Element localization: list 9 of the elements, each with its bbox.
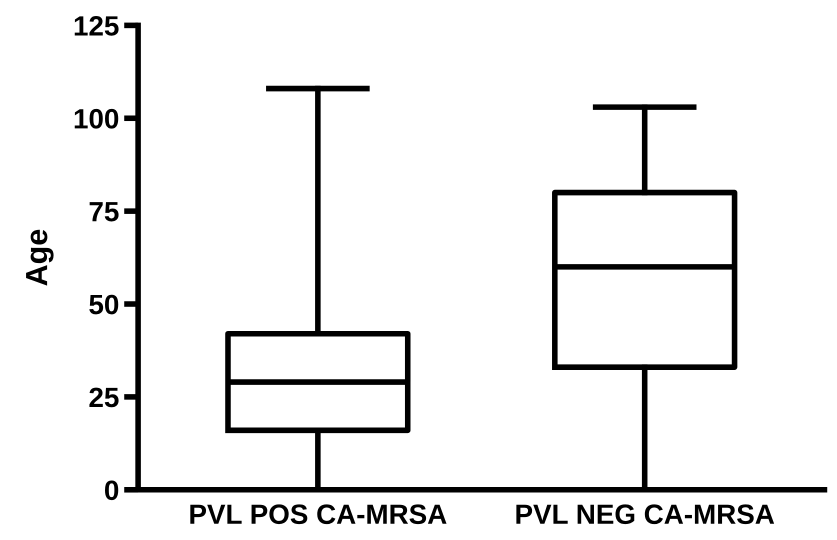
y-tick-label: 0 — [105, 480, 118, 500]
y-tick-label: 125 — [74, 16, 119, 36]
x-tick-label: PVL POS CA-MRSA — [190, 504, 447, 524]
x-tick-label: PVL NEG CA-MRSA — [516, 504, 774, 524]
y-tick-label: 25 — [89, 388, 119, 408]
y-axis-title: Age — [26, 230, 54, 286]
y-tick-label: 50 — [89, 294, 118, 314]
y-tick-label: 100 — [74, 108, 118, 129]
y-tick-label: 75 — [90, 202, 119, 222]
